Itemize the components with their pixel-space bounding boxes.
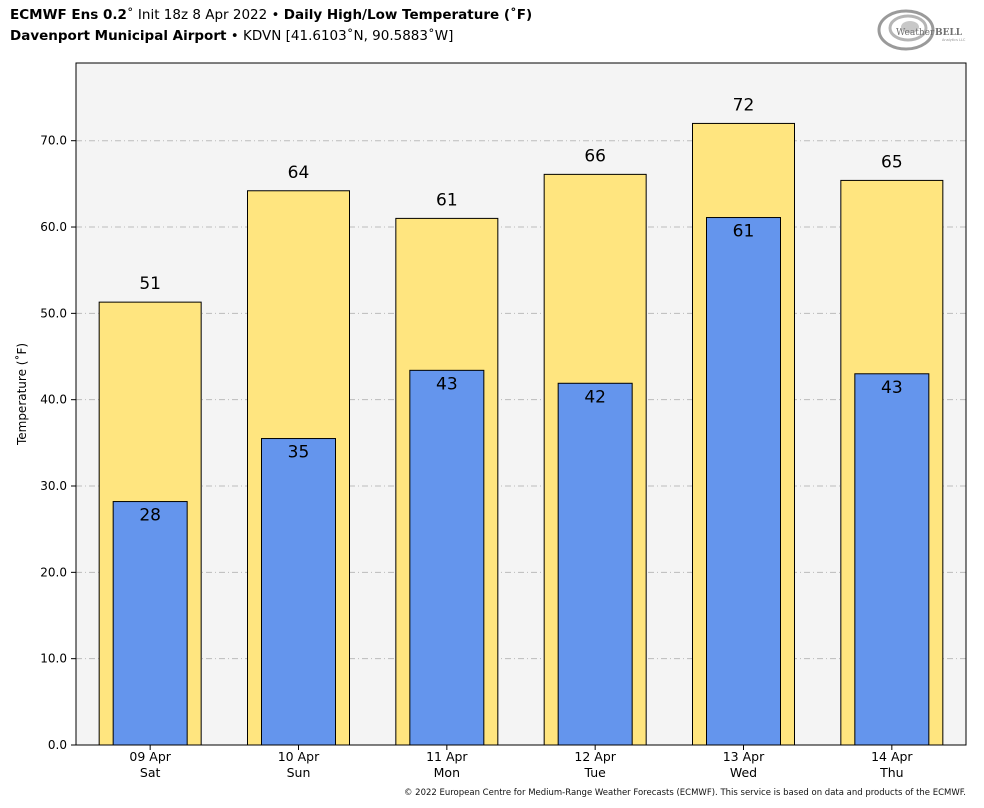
axes: 0.0 10.0 20.0 30.0 40.0 50.0 60.0 70.0 Temperatu… <box>14 134 913 780</box>
y-tick-label: 60.0 <box>40 220 67 234</box>
weatherbell-logo: Weather BELL Analytics LLC <box>877 9 966 51</box>
x-tick-date: 14 Apr <box>871 749 913 764</box>
plot-frame <box>75 62 967 746</box>
bars <box>98 122 944 746</box>
low-temp-bar <box>557 382 633 746</box>
x-tick-date: 12 Apr <box>574 749 616 764</box>
station-id-coords: KDVN [41.6103˚N, 90.5883˚W] <box>243 28 454 44</box>
low-temp-bar <box>854 373 930 746</box>
high-temp-label: 72 <box>733 95 755 115</box>
x-tick-date: 09 Apr <box>129 749 171 764</box>
x-tick-date: 13 Apr <box>723 749 765 764</box>
low-temp-label: 42 <box>584 387 606 407</box>
product-title: Daily High/Low Temperature (˚F) <box>283 7 533 23</box>
y-tick-label: 10.0 <box>40 652 67 666</box>
low-temp-bar <box>409 369 485 746</box>
x-tick-day: Wed <box>730 765 757 780</box>
footer-credit: © 2022 European Centre for Medium-Range … <box>403 788 966 798</box>
high-temp-label: 64 <box>288 163 310 183</box>
chart-header: ECMWF Ens 0.2˚ Init 18z 8 Apr 2022 • Dai… <box>10 5 532 47</box>
y-tick-label: 30.0 <box>40 479 67 493</box>
y-tick-label: 40.0 <box>40 393 67 407</box>
y-tick-label: 50.0 <box>40 306 67 320</box>
low-temp-label: 28 <box>139 506 161 526</box>
grid-lines <box>76 140 966 660</box>
low-temp-bar <box>112 501 188 746</box>
y-tick-label: 20.0 <box>40 565 67 579</box>
high-temp-label: 61 <box>436 190 458 210</box>
y-tick-label: 70.0 <box>40 134 67 148</box>
init-time: Init 18z 8 Apr 2022 <box>137 7 268 23</box>
high-temp-label: 66 <box>584 146 606 166</box>
model-name: ECMWF Ens 0.2 <box>10 7 127 23</box>
x-tick-day: Thu <box>879 765 903 780</box>
header-line-1: ECMWF Ens 0.2˚ Init 18z 8 Apr 2022 • Dai… <box>10 5 532 26</box>
data-labels: 51 28 64 35 61 43 66 42 72 61 65 43 <box>139 95 902 525</box>
low-temp-bar <box>706 217 781 746</box>
y-axis-label: Temperature (˚F) <box>14 343 29 446</box>
low-temp-label: 43 <box>436 374 458 394</box>
logo-text-b: BELL <box>935 28 963 38</box>
x-tick-date: 10 Apr <box>278 749 320 764</box>
high-temp-label: 51 <box>139 274 161 294</box>
low-temp-label: 43 <box>881 378 903 398</box>
bullet: • <box>230 28 239 44</box>
degree-symbol: ˚ <box>126 7 134 23</box>
station-name: Davenport Municipal Airport <box>10 28 227 44</box>
x-tick-date: 11 Apr <box>426 749 468 764</box>
low-temp-label: 35 <box>288 443 310 463</box>
low-temp-label: 61 <box>733 222 755 242</box>
x-tick-day: Mon <box>434 765 460 780</box>
x-tick-day: Sat <box>140 765 161 780</box>
low-temp-bar <box>261 438 336 746</box>
x-tick-day: Sun <box>287 765 311 780</box>
header-line-2: Davenport Municipal Airport • KDVN [41.6… <box>10 26 532 47</box>
bullet: • <box>271 7 280 23</box>
logo-tagline: Analytics LLC <box>942 38 966 42</box>
y-tick-label: 0.0 <box>48 738 67 752</box>
x-tick-day: Tue <box>583 765 606 780</box>
high-temp-label: 65 <box>881 152 903 172</box>
logo-swirl-icon <box>877 9 935 51</box>
plot-area <box>76 63 966 745</box>
logo-text-a: Weather <box>896 28 935 38</box>
